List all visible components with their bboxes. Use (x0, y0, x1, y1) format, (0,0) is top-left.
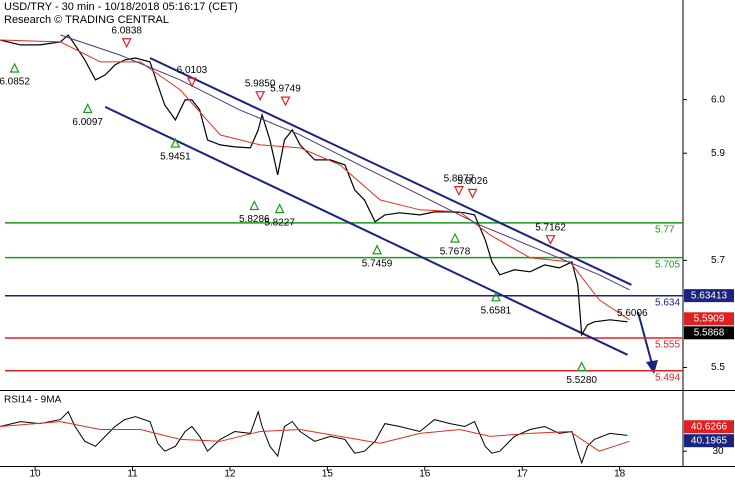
annotation-label: 5.7459 (362, 258, 393, 269)
high-marker (545, 235, 556, 246)
high-marker (186, 77, 197, 88)
x-tick-label: 17 (517, 469, 529, 480)
annotation-label: 5.6006 (617, 308, 648, 319)
annotation-label: 6.0097 (72, 117, 103, 128)
low-marker (249, 200, 260, 211)
level-label: 5.494 (655, 372, 680, 383)
low-marker (9, 62, 20, 73)
x-tick-label: 18 (614, 469, 626, 480)
y-tick-label: 6.0 (711, 94, 725, 105)
low-marker (170, 137, 181, 148)
level-label: 5.705 (655, 259, 680, 270)
price-box-label: 5.5909 (694, 313, 725, 324)
level-label: 5.555 (655, 340, 680, 351)
rsi-title: RSI14 - 9MA (4, 395, 62, 406)
level-label: 5.77 (655, 224, 675, 235)
annotation-label: 5.7162 (535, 222, 566, 233)
annotation-label: 6.0852 (0, 77, 30, 88)
annotation-label: 5.8026 (457, 176, 488, 187)
chart-subtitle: Research © TRADING CENTRAL (4, 14, 169, 26)
price-box (684, 434, 734, 448)
price-box (684, 289, 734, 303)
x-tick-label: 15 (322, 469, 334, 480)
annotation-label: 5.7678 (440, 247, 471, 258)
high-marker (255, 91, 266, 102)
low-marker (82, 103, 93, 114)
low-marker (274, 203, 285, 214)
level-label: 5.634 (655, 297, 680, 308)
high-marker (453, 186, 464, 197)
annotation-label: 5.9749 (270, 84, 301, 95)
x-tick-label: 16 (419, 469, 431, 480)
high-marker (121, 38, 132, 49)
annotation-label: 5.6581 (481, 305, 512, 316)
channel-line (104, 105, 628, 356)
price-box-label: 40.6266 (691, 421, 728, 432)
y-tick-label: 5.7 (711, 255, 725, 266)
price-line (0, 34, 628, 337)
price-box (684, 312, 734, 326)
high-marker (280, 96, 291, 107)
low-marker (490, 291, 501, 302)
channel-line (149, 57, 632, 286)
x-tick-label: 10 (30, 469, 42, 480)
annotation-label: 6.0838 (111, 25, 142, 36)
low-marker (372, 244, 383, 255)
rsi-y-tick-label: 30 (712, 446, 724, 457)
annotation-label: 5.8286 (239, 214, 270, 225)
high-marker (467, 188, 478, 199)
x-tick-label: 11 (127, 469, 138, 480)
x-tick-label: 12 (224, 469, 236, 480)
y-tick-label: 5.9 (711, 148, 725, 159)
rsi-line (0, 410, 628, 465)
annotation-label: 5.8077 (444, 173, 475, 184)
price-box-label: 40.1965 (691, 435, 728, 446)
annotation-label: 6.0103 (177, 65, 208, 76)
price-box-label: 5.63413 (691, 290, 728, 301)
chart-title: USD/TRY - 30 min - 10/18/2018 05:16:17 (… (4, 1, 238, 13)
moving-average (60, 34, 630, 291)
low-marker (576, 361, 587, 372)
price-box-label: 5.5868 (694, 327, 725, 338)
rsi-line (0, 421, 630, 452)
low-marker (450, 232, 460, 243)
price-box (684, 326, 734, 340)
annotation-label: 5.9451 (160, 152, 191, 163)
annotation-label: 5.5280 (566, 375, 597, 386)
price-box (684, 420, 734, 434)
y-tick-label: 5.5 (711, 362, 725, 373)
moving-average (0, 39, 630, 321)
annotation-label: 5.8227 (264, 217, 295, 228)
annotation-label: 5.9850 (245, 78, 276, 89)
